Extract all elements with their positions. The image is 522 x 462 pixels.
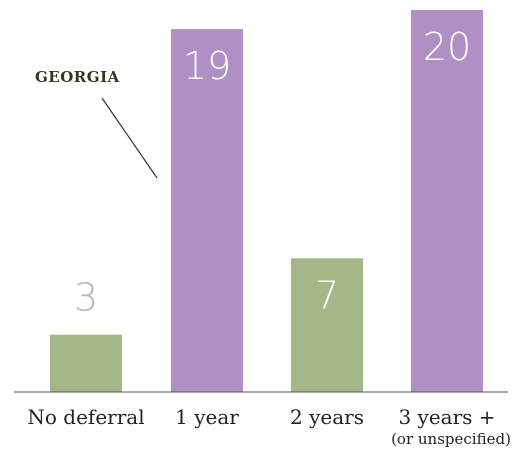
value-labels-group: 3 19 7 20: [74, 25, 471, 320]
value-label: 20: [423, 25, 471, 69]
category-sublabel: (or unspecified): [391, 430, 511, 448]
bar-no-deferral: [50, 334, 122, 392]
annotation-label: GEORGIA: [35, 68, 120, 86]
value-label: 19: [183, 44, 231, 88]
annotations-group: GEORGIA: [35, 68, 158, 179]
bar-2-years: [291, 258, 363, 392]
category-label: No deferral: [27, 405, 144, 429]
value-label: 3: [74, 276, 98, 320]
bars-group: [50, 10, 483, 392]
bar-3-years: [411, 10, 483, 392]
value-label: 7: [315, 273, 339, 317]
bar-1-year: [171, 29, 243, 392]
annotation-leader-line: [101, 97, 158, 179]
category-label: 3 years +: [398, 405, 495, 429]
category-label: 1 year: [175, 405, 239, 429]
category-label: 2 years: [290, 405, 364, 429]
category-labels-group: No deferral 1 year 2 years 3 years +(or uns…: [27, 405, 511, 448]
